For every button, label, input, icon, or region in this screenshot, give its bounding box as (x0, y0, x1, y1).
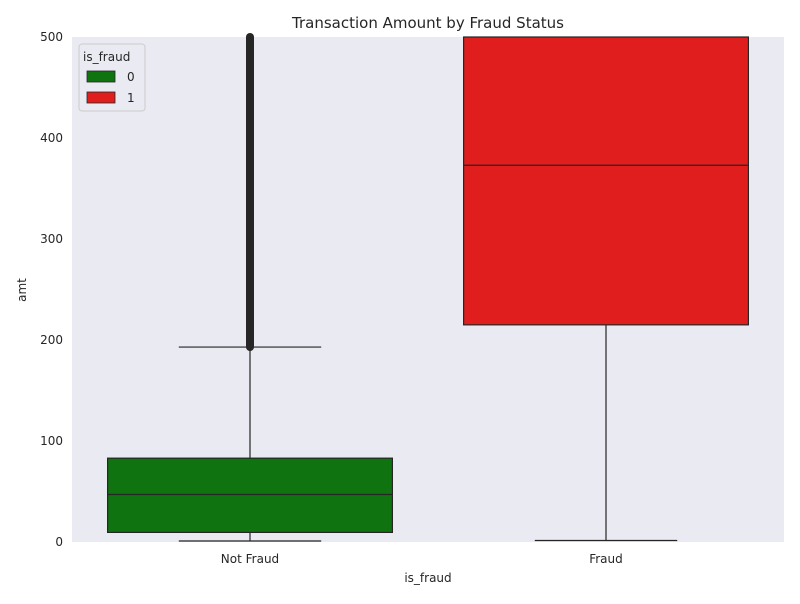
y-tick-label: 300 (40, 232, 63, 246)
y-tick-label: 200 (40, 333, 63, 347)
legend-title: is_fraud (83, 50, 130, 64)
chart-title: Transaction Amount by Fraud Status (291, 14, 564, 32)
y-tick-label: 0 (55, 535, 63, 549)
legend-swatch-0 (86, 70, 116, 83)
box-group-fraud (463, 36, 749, 542)
x-ticks: Not Fraud Fraud (221, 552, 623, 566)
legend: is_fraud 0 1 (78, 43, 146, 112)
y-tick-label: 400 (40, 131, 63, 145)
y-axis-label: amt (15, 278, 29, 302)
legend-label-0: 0 (127, 70, 135, 84)
y-tick-label: 100 (40, 434, 63, 448)
y-tick-label: 500 (40, 30, 63, 44)
legend-label-1: 1 (127, 91, 135, 105)
x-axis-label: is_fraud (404, 571, 451, 585)
iqr-box (463, 36, 749, 326)
box-group-not-fraud (106, 33, 393, 542)
iqr-box (106, 457, 393, 534)
boxes-layer (106, 33, 749, 542)
legend-swatch-1 (86, 91, 116, 104)
y-ticks: 0 100 200 300 400 500 (40, 30, 63, 549)
x-tick-label: Not Fraud (221, 552, 279, 566)
x-tick-label: Fraud (589, 552, 623, 566)
